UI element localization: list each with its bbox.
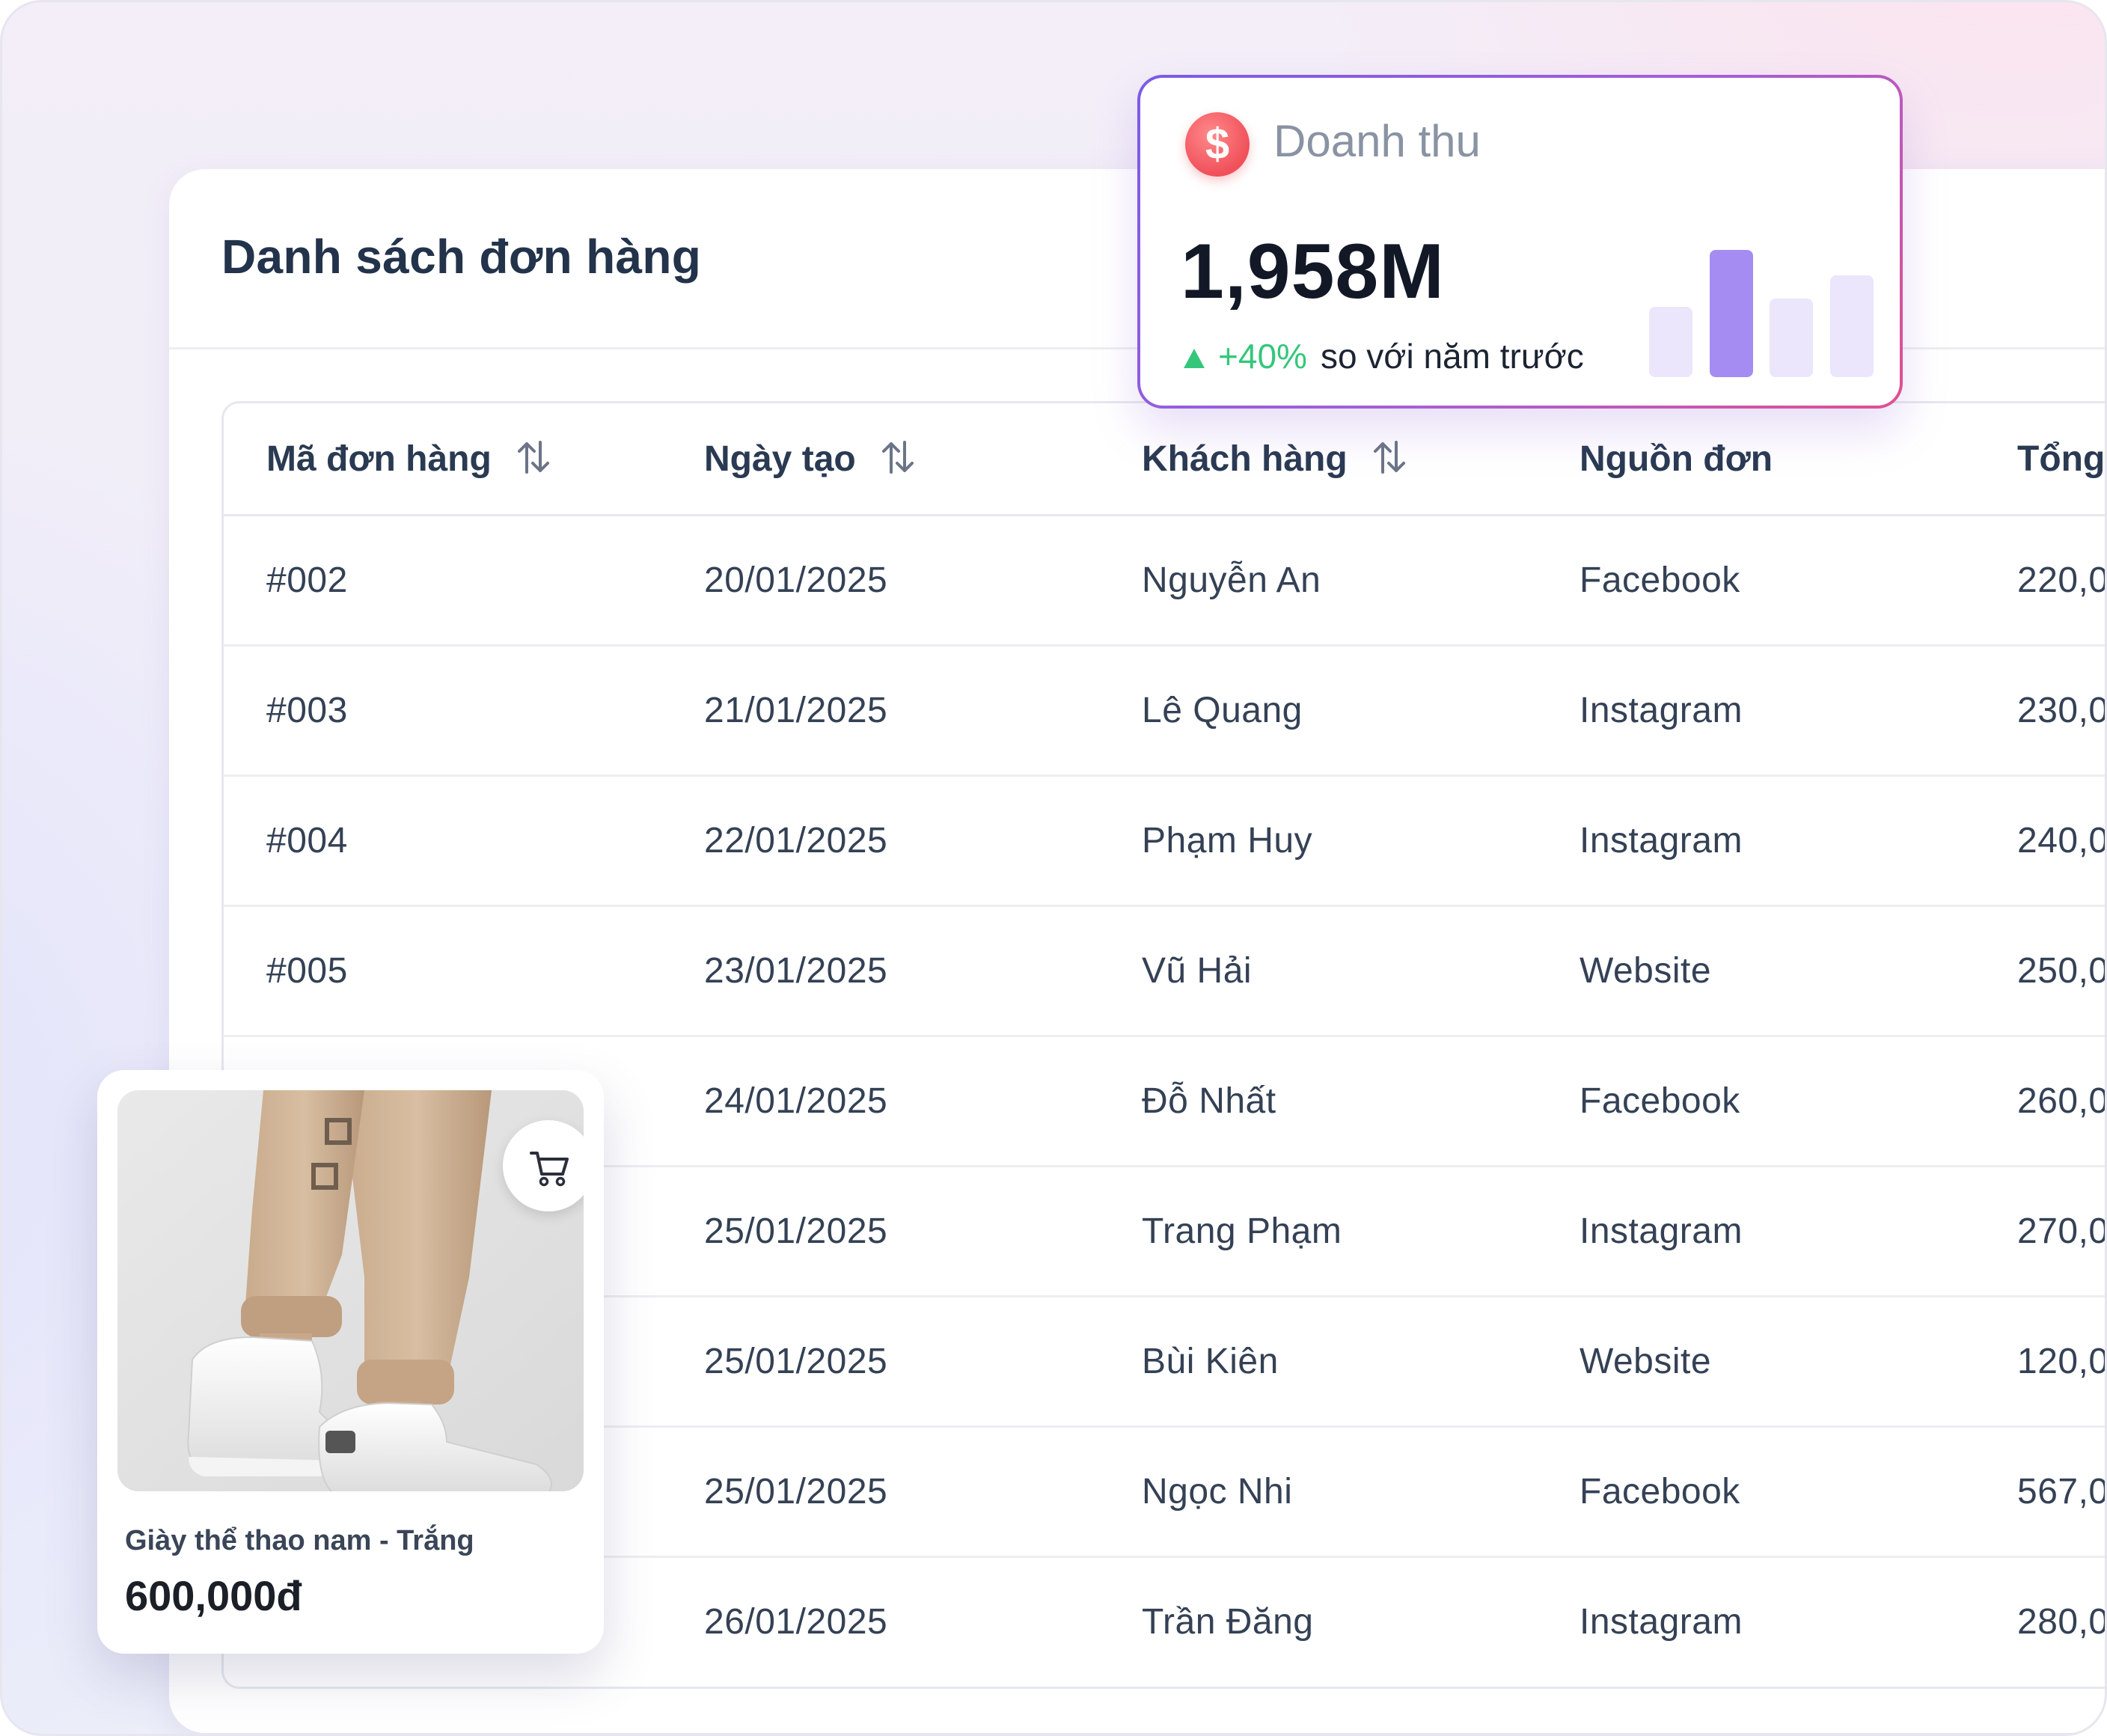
table-row[interactable]: 24/01/2025 Đỗ Nhất Facebook 260,0 bbox=[224, 1036, 2105, 1167]
product-price: 600,000đ bbox=[125, 1572, 302, 1619]
cell-created-date: 26/01/2025 bbox=[704, 1602, 888, 1642]
revenue-value: 1,958M bbox=[1181, 228, 1445, 315]
table-row[interactable]: #002 20/01/2025 Nguyễn An Facebook 220,0 bbox=[224, 515, 2105, 647]
column-header-label: Nguồn đơn bbox=[1580, 438, 1773, 479]
cell-order-id: #004 bbox=[224, 775, 661, 907]
trend-up-icon bbox=[1184, 349, 1205, 368]
cell-customer: Đỗ Nhất bbox=[1099, 1036, 1537, 1167]
orders-panel: Danh sách đơn hàng Mã đơn hàng bbox=[169, 169, 2107, 1733]
sort-icon[interactable] bbox=[1374, 439, 1406, 475]
cell-source: Facebook bbox=[1537, 1036, 1975, 1167]
revenue-change: +40% bbox=[1218, 337, 1307, 376]
cell-source: Website bbox=[1537, 905, 1975, 1037]
mini-chart-bar bbox=[1649, 307, 1692, 377]
column-header-label: Tổng bbox=[2017, 438, 2106, 479]
column-header-customer[interactable]: Khách hàng bbox=[1099, 403, 1537, 516]
mini-chart-bar bbox=[1830, 275, 1874, 377]
revenue-label: Doanh thu bbox=[1273, 116, 1481, 166]
cell-total: 230,0 bbox=[1975, 645, 2105, 777]
cell-order-id: #003 bbox=[224, 645, 661, 777]
column-header-label: Ngày tạo bbox=[704, 438, 856, 479]
sort-icon[interactable] bbox=[882, 439, 914, 475]
cell-customer: Trang Phạm bbox=[1099, 1166, 1537, 1298]
column-header-source: Nguồn đơn bbox=[1537, 403, 1975, 516]
cell-total: 220,0 bbox=[1975, 515, 2105, 647]
cell-source: Instagram bbox=[1537, 775, 1975, 907]
table-header-row: Mã đơn hàng Ngày tạo bbox=[224, 403, 2106, 516]
column-header-order-id[interactable]: Mã đơn hàng bbox=[224, 403, 661, 516]
cell-customer: Trần Đăng bbox=[1142, 1602, 1314, 1642]
table-row[interactable]: 26/01/2025 Trần Đăng Instagram 280,0 bbox=[224, 1557, 2107, 1687]
cell-total: 260,0 bbox=[1975, 1036, 2105, 1167]
table-row[interactable]: 25/01/2025 Trang Phạm Instagram 270,0 bbox=[224, 1166, 2105, 1298]
cell-total: 280,0 bbox=[2017, 1602, 2107, 1642]
revenue-card-body: $ Doanh thu 1,958M +40% so với năm trước bbox=[1140, 78, 1900, 406]
cell-total: 120,0 bbox=[1975, 1296, 2105, 1428]
revenue-trend: +40% so với năm trước bbox=[1184, 336, 1584, 376]
cell-created-date: 23/01/2025 bbox=[661, 905, 1099, 1037]
mini-chart-bar bbox=[1710, 250, 1753, 377]
orders-table-container: Mã đơn hàng Ngày tạo bbox=[221, 401, 2107, 1689]
product-name: Giày thể thao nam - Trắng bbox=[125, 1525, 474, 1556]
add-to-cart-button[interactable] bbox=[503, 1120, 584, 1211]
cell-customer: Ngọc Nhi bbox=[1099, 1426, 1537, 1558]
cell-source: Website bbox=[1537, 1296, 1975, 1428]
cart-icon bbox=[530, 1152, 569, 1187]
cell-created-date: 20/01/2025 bbox=[661, 515, 1099, 647]
cell-source: Instagram bbox=[1580, 1602, 1743, 1642]
cell-created-date: 25/01/2025 bbox=[661, 1296, 1099, 1428]
sort-icon[interactable] bbox=[518, 439, 550, 475]
cell-total: 567,0 bbox=[1975, 1426, 2105, 1558]
product-image bbox=[117, 1090, 584, 1491]
cell-total: 270,0 bbox=[1975, 1166, 2105, 1298]
cell-source: Instagram bbox=[1537, 645, 1975, 777]
column-header-label: Khách hàng bbox=[1142, 438, 1348, 479]
cell-created-date: 24/01/2025 bbox=[661, 1036, 1099, 1167]
table-row[interactable]: #003 21/01/2025 Lê Quang Instagram 230,0 bbox=[224, 645, 2105, 777]
cell-total: 240,0 bbox=[1975, 775, 2105, 907]
table-row[interactable]: #005 23/01/2025 Vũ Hải Website 250,0 bbox=[224, 905, 2105, 1037]
cell-customer: Lê Quang bbox=[1099, 645, 1537, 777]
orders-table: Mã đơn hàng Ngày tạo bbox=[224, 403, 2107, 1687]
cell-created-date: 25/01/2025 bbox=[661, 1166, 1099, 1298]
dollar-icon: $ bbox=[1185, 112, 1250, 177]
cell-source: Instagram bbox=[1537, 1166, 1975, 1298]
table-row[interactable]: #004 22/01/2025 Phạm Huy Instagram 240,0 bbox=[224, 775, 2105, 907]
cell-order-id: #005 bbox=[224, 905, 661, 1037]
cell-total: 250,0 bbox=[1975, 905, 2105, 1037]
product-card[interactable]: Giày thể thao nam - Trắng 600,000đ bbox=[97, 1070, 604, 1654]
column-header-total: Tổng bbox=[1975, 403, 2106, 516]
cell-created-date: 22/01/2025 bbox=[661, 775, 1099, 907]
cell-created-date: 25/01/2025 bbox=[661, 1426, 1099, 1558]
revenue-mini-chart bbox=[1649, 250, 1874, 377]
cell-customer: Bùi Kiên bbox=[1099, 1296, 1537, 1428]
column-header-label: Mã đơn hàng bbox=[266, 438, 492, 479]
mini-chart-bar bbox=[1770, 299, 1813, 377]
revenue-card: $ Doanh thu 1,958M +40% so với năm trước bbox=[1137, 75, 1903, 409]
header-divider bbox=[169, 347, 2105, 349]
revenue-comparison-note: so với năm trước bbox=[1320, 337, 1584, 376]
cell-customer: Nguyễn An bbox=[1099, 515, 1537, 647]
cell-created-date: 21/01/2025 bbox=[661, 645, 1099, 777]
cell-source: Facebook bbox=[1537, 515, 1975, 647]
cell-customer: Phạm Huy bbox=[1099, 775, 1537, 907]
page-title: Danh sách đơn hàng bbox=[221, 230, 702, 284]
cell-customer: Vũ Hải bbox=[1099, 905, 1537, 1037]
cell-order-id: #002 bbox=[224, 515, 661, 647]
cell-source: Facebook bbox=[1537, 1426, 1975, 1558]
column-header-created-date[interactable]: Ngày tạo bbox=[661, 403, 1099, 516]
